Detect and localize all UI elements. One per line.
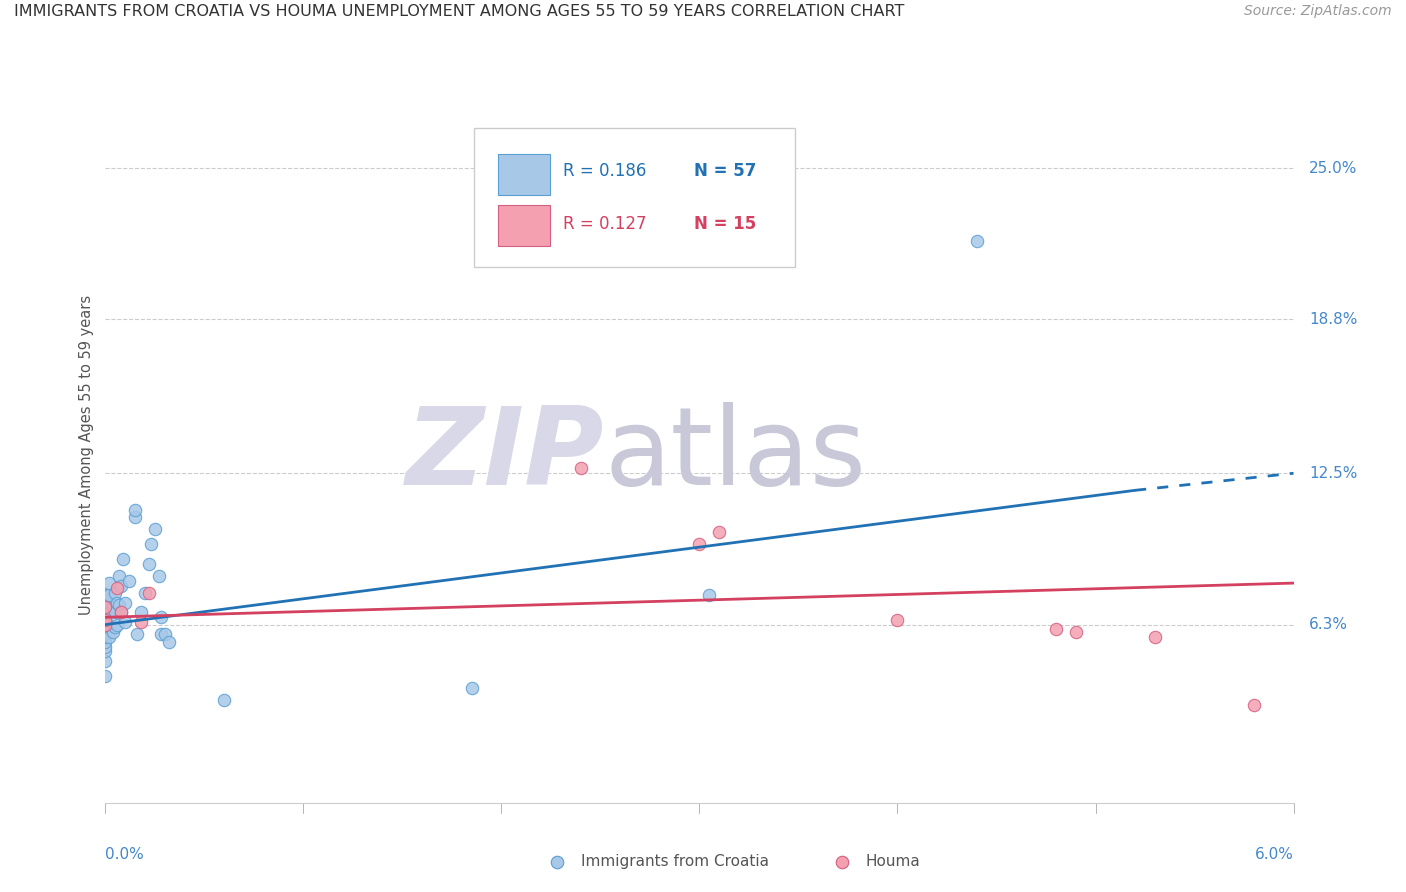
- Text: 12.5%: 12.5%: [1309, 466, 1358, 481]
- Point: [1045, 623, 1067, 637]
- FancyBboxPatch shape: [498, 205, 550, 246]
- Point: [110, 578, 132, 592]
- Point: [110, 606, 132, 620]
- Text: 25.0%: 25.0%: [1309, 161, 1358, 176]
- Point: [157, 634, 180, 648]
- Point: [153, 627, 176, 641]
- Point: [104, 586, 127, 600]
- Point: [94, 593, 117, 607]
- Point: [1143, 630, 1166, 644]
- Point: [149, 610, 172, 624]
- Point: [94, 623, 117, 637]
- Text: 0.0%: 0.0%: [105, 847, 145, 862]
- Point: [1064, 624, 1087, 639]
- Point: [94, 607, 117, 622]
- Point: [886, 613, 908, 627]
- Point: [569, 461, 592, 475]
- Text: 6.0%: 6.0%: [1254, 847, 1294, 862]
- Point: [94, 600, 117, 615]
- Point: [112, 551, 135, 566]
- Point: [143, 522, 166, 536]
- Point: [98, 606, 121, 620]
- Point: [105, 596, 128, 610]
- Point: [94, 600, 117, 615]
- Point: [98, 617, 121, 632]
- Point: [127, 627, 149, 641]
- Point: [966, 235, 988, 249]
- Point: [94, 620, 117, 634]
- Point: [138, 557, 160, 571]
- Point: [94, 630, 117, 644]
- Point: [94, 606, 117, 620]
- Point: [214, 693, 236, 707]
- Text: atlas: atlas: [605, 402, 866, 508]
- Point: [94, 603, 117, 617]
- Text: 18.8%: 18.8%: [1309, 312, 1358, 327]
- Text: N = 15: N = 15: [693, 215, 756, 233]
- Point: [689, 537, 711, 551]
- Point: [94, 617, 117, 632]
- Point: [129, 615, 152, 629]
- Point: [94, 654, 117, 668]
- Text: IMMIGRANTS FROM CROATIA VS HOUMA UNEMPLOYMENT AMONG AGES 55 TO 59 YEARS CORRELAT: IMMIGRANTS FROM CROATIA VS HOUMA UNEMPLO…: [14, 4, 904, 20]
- Point: [94, 624, 117, 639]
- Point: [129, 606, 152, 620]
- Point: [94, 640, 117, 654]
- FancyBboxPatch shape: [474, 128, 794, 267]
- Point: [148, 568, 170, 582]
- FancyBboxPatch shape: [498, 154, 550, 195]
- Point: [94, 669, 117, 683]
- Y-axis label: Unemployment Among Ages 55 to 59 years: Unemployment Among Ages 55 to 59 years: [79, 295, 94, 615]
- Point: [103, 600, 125, 615]
- Point: [104, 606, 127, 620]
- Point: [461, 681, 484, 695]
- Point: [108, 568, 131, 582]
- Point: [94, 610, 117, 624]
- Point: [94, 613, 117, 627]
- Point: [108, 598, 131, 612]
- Text: Source: ZipAtlas.com: Source: ZipAtlas.com: [1244, 4, 1392, 19]
- Point: [114, 615, 136, 629]
- Point: [94, 627, 117, 641]
- Text: ZIP: ZIP: [406, 402, 605, 508]
- Point: [98, 576, 121, 591]
- Point: [149, 627, 172, 641]
- Point: [104, 620, 127, 634]
- Point: [94, 588, 117, 602]
- Point: [134, 586, 156, 600]
- Point: [94, 615, 117, 629]
- Text: R = 0.186: R = 0.186: [562, 162, 647, 180]
- Point: [138, 586, 160, 600]
- Point: [105, 581, 128, 595]
- Point: [699, 588, 721, 602]
- Point: [118, 574, 141, 588]
- Point: [94, 634, 117, 648]
- Text: Immigrants from Croatia: Immigrants from Croatia: [581, 855, 769, 870]
- Point: [124, 503, 146, 517]
- Text: Houma: Houma: [866, 855, 921, 870]
- Point: [114, 596, 136, 610]
- Point: [98, 630, 121, 644]
- Point: [110, 606, 132, 620]
- Point: [94, 644, 117, 658]
- Text: R = 0.127: R = 0.127: [562, 215, 647, 233]
- Point: [98, 588, 121, 602]
- Text: 6.3%: 6.3%: [1309, 617, 1348, 632]
- Point: [94, 613, 117, 627]
- Point: [124, 510, 146, 524]
- Point: [103, 624, 125, 639]
- Point: [139, 537, 162, 551]
- Point: [94, 617, 117, 632]
- Point: [1243, 698, 1265, 713]
- Text: N = 57: N = 57: [693, 162, 756, 180]
- Point: [105, 617, 128, 632]
- Point: [709, 524, 731, 539]
